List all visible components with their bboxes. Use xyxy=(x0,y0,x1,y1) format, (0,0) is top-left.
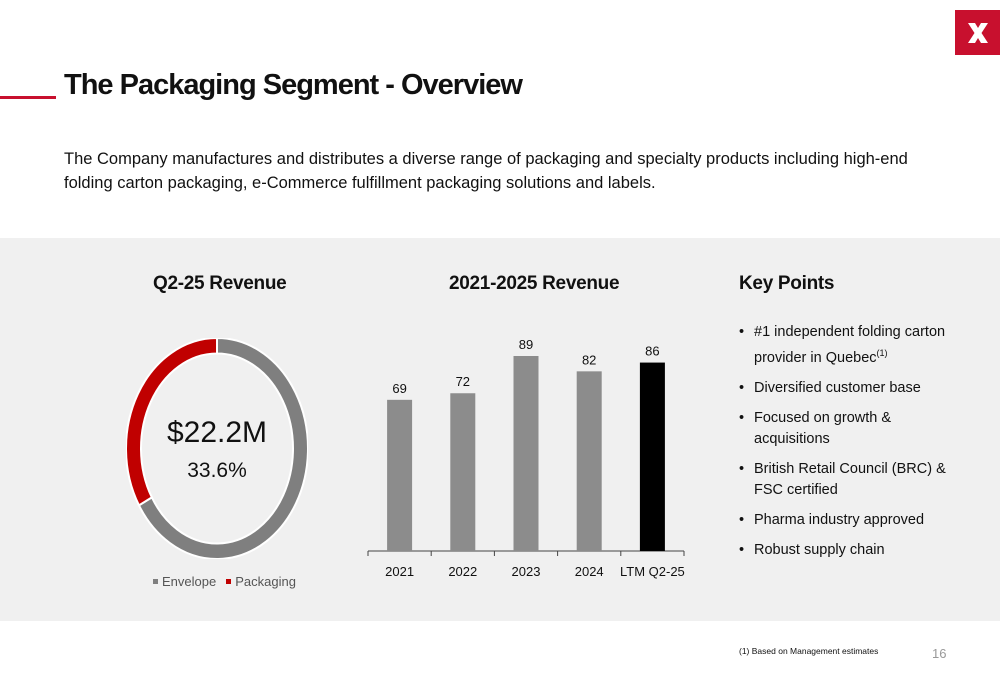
x-tick-label: 2024 xyxy=(575,564,604,579)
donut-legend: Envelope Packaging xyxy=(153,574,296,589)
x-tick-label: 2023 xyxy=(512,564,541,579)
legend-label-envelope: Envelope xyxy=(162,574,217,589)
key-point-text: British Retail Council (BRC) & FSC certi… xyxy=(754,460,946,498)
key-point-item: #1 independent folding carton provider i… xyxy=(739,322,969,369)
footnote-marker: (1) xyxy=(876,348,888,358)
legend-swatch-envelope xyxy=(153,579,158,584)
bar-chart: 69 2021 72 2022 89 2023 82 2024 86 LTM Q2-25 xyxy=(367,337,685,579)
donut-chart-title: Q2-25 Revenue xyxy=(153,273,287,294)
bar-value-label: 89 xyxy=(519,337,533,352)
donut-slice-packaging xyxy=(126,338,218,507)
bar-ltm-q2-25 xyxy=(639,362,665,551)
key-point-item: Focused on growth & acquisitions xyxy=(739,408,969,450)
x-tick-label: 2022 xyxy=(448,564,477,579)
key-point-item: Diversified customer base xyxy=(739,378,969,399)
donut-center-percent: 33.6% xyxy=(187,459,247,482)
x-tick-label: 2021 xyxy=(385,564,414,579)
x-tick-label: LTM Q2-25 xyxy=(620,564,685,579)
footnote: (1) Based on Management estimates xyxy=(739,646,879,656)
bar-value-label: 86 xyxy=(645,344,659,359)
key-points-list: #1 independent folding carton provider i… xyxy=(739,322,969,570)
key-point-text: #1 independent folding carton provider i… xyxy=(754,324,946,366)
bar-2024 xyxy=(576,371,602,551)
key-point-text: Diversified customer base xyxy=(754,379,921,396)
key-point-text: Robust supply chain xyxy=(754,541,885,558)
key-points-title: Key Points xyxy=(739,273,835,294)
donut-chart xyxy=(126,338,308,559)
bar-2023 xyxy=(513,356,539,551)
bar-2021 xyxy=(387,399,413,551)
legend-item-envelope: Envelope xyxy=(153,574,216,589)
key-point-text: Focused on growth & acquisitions xyxy=(754,409,892,447)
x-logo-icon xyxy=(967,22,988,43)
page-title: The Packaging Segment - Overview xyxy=(64,69,523,101)
key-point-item: Robust supply chain xyxy=(739,540,969,561)
bar-chart-title: 2021-2025 Revenue xyxy=(449,273,620,294)
donut-center-value: $22.2M xyxy=(166,416,268,449)
legend-label-packaging: Packaging xyxy=(235,574,296,589)
key-point-text: Pharma industry approved xyxy=(754,511,925,528)
key-point-item: British Retail Council (BRC) & FSC certi… xyxy=(739,459,969,501)
company-logo xyxy=(955,10,1000,55)
legend-swatch-packaging xyxy=(226,579,232,584)
intro-paragraph: The Company manufactures and distributes… xyxy=(64,150,908,192)
bar-value-label: 69 xyxy=(392,381,406,396)
title-accent-rule xyxy=(0,96,56,99)
bar-2022 xyxy=(450,393,476,551)
page-number: 16 xyxy=(932,646,947,661)
key-point-item: Pharma industry approved xyxy=(739,510,969,531)
legend-item-packaging: Packaging xyxy=(226,574,296,589)
bar-value-label: 82 xyxy=(582,352,596,367)
bar-value-label: 72 xyxy=(456,374,470,389)
